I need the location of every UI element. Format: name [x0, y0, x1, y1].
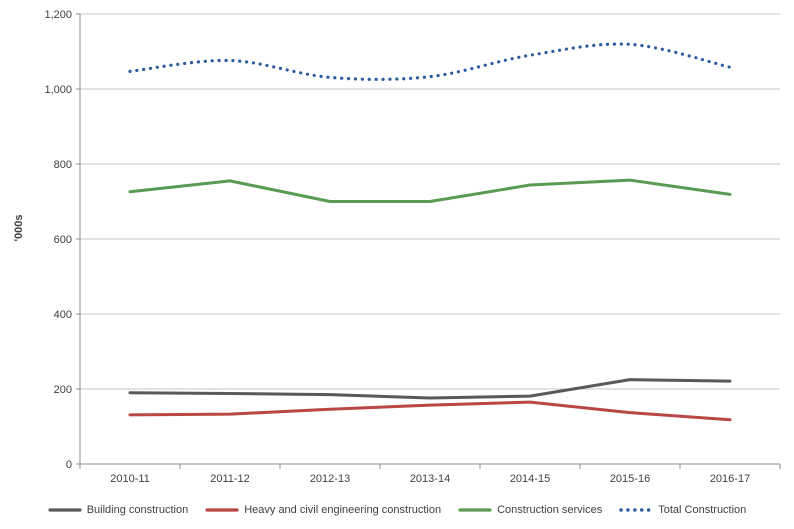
series-line-heavy-and-civil-engineering-construction — [128, 400, 732, 422]
y-tick-label-1200: 1,200 — [44, 9, 72, 21]
legend-item-building-construction: Building construction — [48, 504, 189, 516]
line-chart-canvas: 0 200 400 600 800 1,000 1,200 2010-11 2011-12 201… — [44, 9, 781, 485]
legend-swatch-building-construction — [48, 508, 82, 512]
y-tick-label-400: 400 — [54, 309, 72, 321]
x-tick-label-2010-11: 2010-11 — [110, 473, 150, 485]
chart-legend: Building construction Heavy and civil eng… — [0, 501, 794, 519]
x-tick-label-2015-16: 2015-16 — [610, 473, 650, 485]
x-tick-label-2014-15: 2014-15 — [510, 473, 550, 485]
x-tick-label-2011-12: 2011-12 — [210, 473, 250, 485]
series-line-construction-services — [128, 178, 732, 203]
legend-swatch-total-construction — [619, 508, 653, 512]
legend-item-heavy-and-civil-engineering-construction: Heavy and civil engineering construction — [205, 504, 441, 516]
legend-item-total-construction: Total Construction — [619, 504, 746, 516]
legend-label: Total Construction — [658, 504, 747, 516]
legend-item-construction-services: Construction services — [458, 504, 602, 516]
x-tick-label-2012-13: 2012-13 — [310, 473, 350, 485]
series-line-building-construction — [128, 378, 732, 400]
y-tick-label-0: 0 — [66, 459, 72, 471]
legend-swatch-heavy-and-civil-engineering-construction — [205, 508, 239, 512]
x-tick-label-2016-17: 2016-17 — [710, 473, 750, 485]
legend-label: Heavy and civil engineering construction — [244, 504, 442, 516]
legend-swatch-construction-services — [458, 508, 492, 512]
y-tick-label-200: 200 — [54, 384, 72, 396]
series-line-total-construction — [128, 42, 732, 81]
y-tick-label-800: 800 — [54, 159, 72, 171]
legend-label: Building construction — [86, 504, 189, 516]
x-tick-label-2013-14: 2013-14 — [410, 473, 450, 485]
y-tick-label-1000: 1,000 — [44, 84, 72, 96]
y-axis-title: '000s — [13, 214, 25, 242]
legend-label: Construction services — [497, 504, 603, 516]
y-tick-label-600: 600 — [54, 234, 72, 246]
